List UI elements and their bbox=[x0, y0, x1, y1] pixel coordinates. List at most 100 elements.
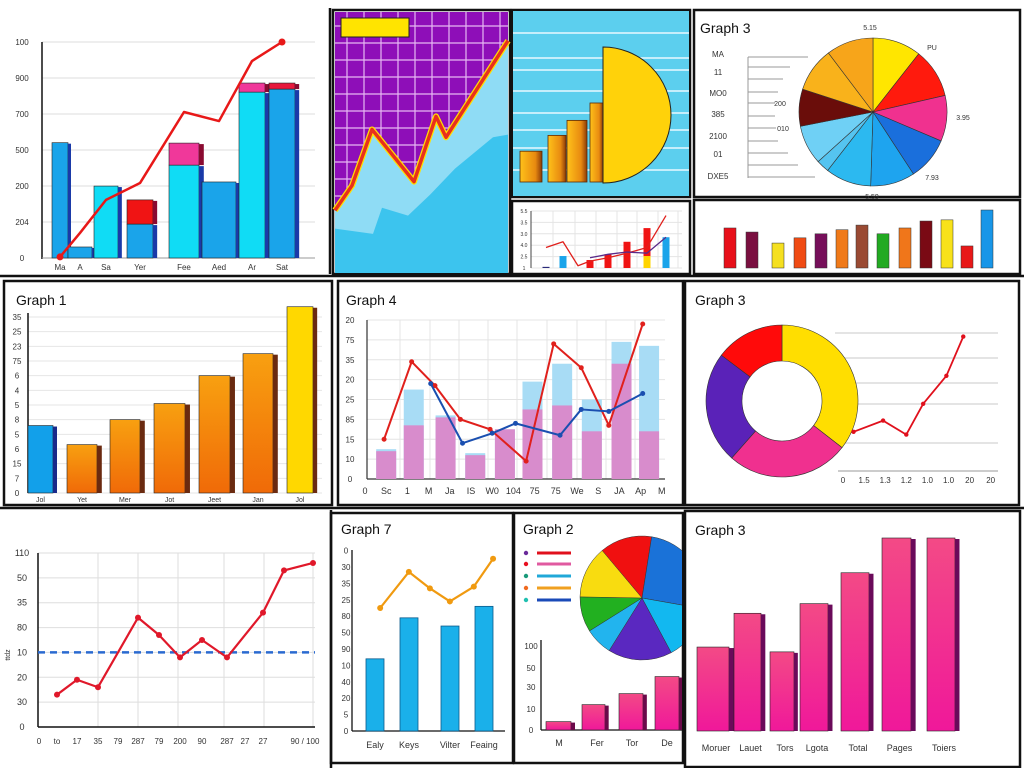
slice-label: 5.59 bbox=[865, 194, 879, 201]
bar-side bbox=[53, 426, 57, 493]
y-tick-label: 20 bbox=[17, 672, 27, 682]
bar bbox=[604, 254, 612, 268]
bar-side bbox=[869, 573, 874, 731]
bar-lower bbox=[522, 409, 543, 479]
x-tick-label: Keys bbox=[399, 740, 420, 750]
pie-slice bbox=[641, 597, 682, 654]
y-tick-label: 85 bbox=[346, 415, 355, 424]
line-point bbox=[487, 426, 493, 432]
legend-dot bbox=[523, 597, 529, 603]
bar-side bbox=[911, 539, 916, 731]
bar bbox=[27, 425, 54, 494]
chart-title: Graph 7 bbox=[341, 521, 392, 537]
bar bbox=[723, 227, 737, 269]
line-point bbox=[428, 381, 434, 387]
line-point bbox=[426, 585, 433, 592]
bar bbox=[238, 91, 266, 259]
bar-side bbox=[605, 705, 609, 730]
x-tick-label: Yet bbox=[77, 497, 87, 504]
bar bbox=[771, 242, 785, 269]
area-line bbox=[333, 39, 510, 212]
bar bbox=[586, 260, 594, 268]
x-tick-label: 90 / 100 bbox=[291, 737, 320, 746]
bar-side bbox=[153, 225, 158, 258]
x-tick-label: Lauet bbox=[739, 743, 762, 753]
x-tick-label: Tor bbox=[626, 738, 639, 748]
line-point bbox=[851, 429, 856, 434]
inner-label: 200 bbox=[774, 101, 786, 108]
bar-side bbox=[273, 354, 278, 493]
bar-side bbox=[761, 614, 766, 731]
bar bbox=[66, 444, 98, 494]
bar-lower bbox=[611, 363, 632, 479]
bar bbox=[618, 693, 644, 731]
bar bbox=[840, 572, 870, 732]
x-tick-label: M bbox=[555, 738, 563, 748]
legend-label: 01 bbox=[714, 150, 723, 159]
y-tick-label: 900 bbox=[15, 74, 29, 83]
bar bbox=[51, 142, 69, 259]
bar-side bbox=[828, 604, 833, 731]
line-series bbox=[429, 383, 644, 445]
y-tick-label: 80 bbox=[17, 623, 27, 633]
x-tick-label: 0 bbox=[37, 737, 42, 746]
y-tick-label: 6 bbox=[15, 445, 20, 454]
bar bbox=[545, 721, 572, 731]
donut-slice bbox=[720, 324, 783, 378]
x-tick-label: 1.0 bbox=[943, 476, 955, 485]
x-tick-label: 200 bbox=[173, 737, 187, 746]
x-tick-label: 79 bbox=[114, 737, 123, 746]
bar bbox=[696, 646, 730, 732]
line-point bbox=[551, 341, 557, 347]
line-point bbox=[95, 684, 101, 691]
chart-small-combo: 5.5 3.5 3.0 4.0 2.5 1 bbox=[521, 209, 682, 272]
bar bbox=[126, 223, 154, 259]
legend-label: 2100 bbox=[709, 132, 727, 141]
chart-title: Graph 2 bbox=[523, 521, 574, 537]
line-point bbox=[523, 458, 529, 464]
x-tick-label: 1.5 bbox=[859, 476, 871, 485]
half-pie bbox=[602, 46, 672, 184]
x-tick-label: Moruer bbox=[702, 743, 731, 753]
line-point bbox=[377, 605, 384, 611]
line-point bbox=[904, 432, 909, 437]
y-tick-label: 0 bbox=[344, 547, 349, 556]
chart-stacked-bar-line: 100 900 700 500 200 204 0 Ma A Sa Yer Fee Aed Ar Sat bbox=[15, 38, 315, 272]
donut-slice bbox=[781, 324, 859, 449]
pie-slice bbox=[827, 37, 874, 113]
bar-side bbox=[118, 187, 122, 258]
bar-lower bbox=[494, 429, 515, 479]
y-tick-label: 20 bbox=[346, 316, 355, 325]
y-tick-label: 8 bbox=[15, 416, 20, 425]
line-point bbox=[513, 420, 519, 426]
bar bbox=[793, 237, 807, 269]
bar bbox=[547, 134, 567, 183]
bar bbox=[835, 229, 849, 269]
x-tick-label: Yer bbox=[134, 263, 146, 272]
bar-side bbox=[295, 90, 300, 258]
y-tick-label: 0 bbox=[15, 489, 20, 498]
x-tick-label: Mer bbox=[119, 497, 132, 504]
bar-side bbox=[794, 652, 798, 731]
x-tick-label: 0 bbox=[362, 486, 367, 496]
area-fill-secondary bbox=[335, 134, 508, 273]
x-tick-label: 287 bbox=[220, 737, 234, 746]
y-tick-label: 200 bbox=[15, 182, 29, 191]
bar bbox=[898, 227, 912, 269]
bar bbox=[814, 233, 828, 269]
bar-lower bbox=[581, 431, 602, 479]
y-tick-label: 80 bbox=[342, 612, 351, 621]
legend-dot bbox=[523, 550, 529, 556]
y-tick-label: 90 bbox=[342, 645, 351, 654]
bar-side bbox=[97, 445, 102, 493]
chart-title: Graph 3 bbox=[695, 292, 746, 308]
x-tick-label: Aed bbox=[212, 263, 226, 272]
y-tick-label: 30 bbox=[342, 563, 351, 572]
chart-graph-1: Graph 1 35 25 23 75 6 4 5 8 5 6 15 7 0 Jol Yet Mer Jot Jee… bbox=[13, 292, 322, 504]
bar-side bbox=[230, 376, 235, 493]
bar bbox=[662, 237, 670, 268]
y-tick-label: 0 bbox=[348, 475, 353, 484]
x-tick-label: 20 bbox=[965, 476, 974, 485]
